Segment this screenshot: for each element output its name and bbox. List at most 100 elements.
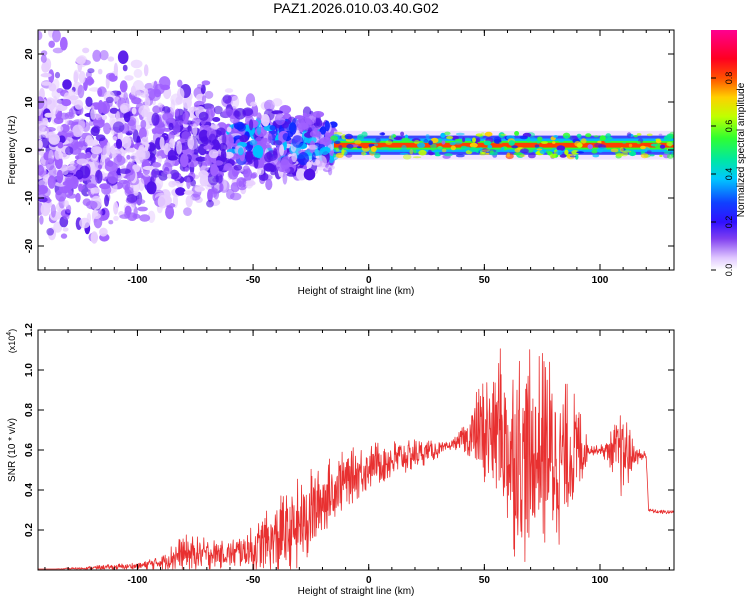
spectrogram-cell	[249, 119, 254, 131]
spectrogram-cell	[234, 108, 246, 120]
spectrogram-cell	[174, 109, 180, 117]
spectrogram-cell	[182, 112, 190, 123]
spectrogram-cell	[151, 168, 161, 178]
spectrogram-cell	[513, 152, 523, 156]
spectrogram-cell	[559, 154, 567, 158]
spectrogram-cell	[304, 113, 317, 125]
spectrogram-cell	[92, 49, 102, 62]
spectrogram-cell	[315, 155, 327, 168]
spectrogram-cell	[569, 135, 579, 141]
spectrogram-cell	[141, 108, 149, 118]
spectrogram-cell	[649, 154, 655, 157]
spectrogram-band	[334, 142, 674, 148]
spectrogram-cell	[52, 47, 64, 54]
spectrogram-cell	[450, 145, 456, 151]
spectrogram-cell	[537, 136, 543, 141]
spectrogram-cell	[157, 155, 163, 164]
spectrogram-cell	[628, 151, 637, 157]
spectrogram-cell	[233, 121, 245, 130]
spectrogram-cell	[63, 200, 69, 207]
x-tick-label: 0	[366, 575, 372, 586]
spectrogram-cell	[534, 144, 540, 148]
colorbar-gradient	[711, 30, 737, 270]
spectrogram-cell	[87, 174, 98, 188]
spectrogram-cell	[319, 126, 327, 135]
spectrogram-cell	[182, 96, 192, 109]
spectrogram-cell	[75, 192, 81, 203]
spectrogram-cell	[265, 178, 273, 191]
spectrogram-cell	[335, 152, 344, 158]
spectrogram-cell	[428, 140, 433, 146]
spectrogram-cell	[418, 149, 427, 156]
spectrogram-cell	[591, 149, 598, 154]
spectrogram-cell	[380, 146, 390, 149]
spectrogram-cell	[119, 80, 128, 93]
spectrogram-cell	[361, 143, 370, 149]
spectrogram-cell	[140, 119, 147, 129]
spectrogram-cell	[62, 79, 72, 90]
spectrogram-cell	[280, 156, 293, 169]
y-tick-label: 0.2	[24, 523, 35, 537]
spectrogram-cell	[393, 136, 403, 140]
spectrogram-cell	[130, 59, 143, 69]
spectrogram-cell	[289, 122, 297, 135]
spectrogram-cell	[199, 174, 209, 187]
spectrogram-cell	[341, 149, 345, 156]
spectrogram-cell	[139, 92, 150, 98]
spectrogram-cell	[143, 64, 149, 77]
colorbar-ticks: 0.0 0.2 0.4 0.6 0.8	[711, 72, 734, 276]
spectrogram-cell	[178, 120, 184, 126]
spectrogram-cell	[213, 105, 223, 115]
spectrogram-cell	[636, 141, 641, 145]
spectrogram-cell	[122, 136, 132, 149]
spectrogram-cell	[472, 137, 476, 143]
spectrogram-cell	[65, 146, 74, 156]
spectrogram-cell	[243, 168, 253, 182]
spectrogram-cell	[545, 150, 551, 154]
spectrogram-cell	[52, 98, 63, 108]
spectrogram-cell	[75, 140, 88, 151]
spectrogram-cell	[157, 102, 163, 108]
spectrogram-cell	[131, 107, 137, 115]
spectrogram-cell	[575, 154, 579, 160]
spectrogram-cell	[210, 163, 219, 177]
spectrogram-cell	[103, 122, 111, 135]
spectrogram-cell	[356, 146, 362, 149]
spectrogram-cell	[666, 153, 674, 159]
spectrogram-cell	[655, 138, 661, 141]
spectrogram-cell	[138, 127, 147, 140]
colorbar-tick-label: 0.4	[724, 168, 734, 181]
spectrogram-cell	[222, 133, 227, 146]
spectrogram-cell	[204, 90, 214, 99]
spectrogram-cell	[88, 161, 101, 171]
spectrogram-cell	[111, 151, 117, 159]
spectrogram-cell	[152, 161, 162, 168]
spectrogram-cell	[89, 120, 94, 127]
spectrogram-cell	[42, 187, 51, 197]
spectrogram-cell	[170, 93, 182, 106]
spectrogram-cell	[212, 117, 221, 122]
spectrogram-cell	[206, 199, 214, 208]
spectrogram-cell	[87, 139, 99, 147]
spectrogram-cell	[430, 148, 435, 151]
spectrogram-cell	[597, 140, 602, 144]
spectrogram-cell	[236, 177, 247, 188]
spectrogram-cell	[628, 143, 633, 148]
spectrogram-cell	[460, 145, 468, 150]
spectrogram-cell	[253, 157, 259, 169]
spectrogram-cell	[324, 120, 330, 132]
spectrogram-cell	[500, 147, 505, 151]
spectrogram-cell	[63, 214, 70, 220]
spectrogram-cell	[87, 68, 95, 74]
spectrogram-cell	[78, 71, 86, 84]
x-tick-label: 50	[479, 575, 491, 586]
spectrogram-cell	[585, 133, 592, 138]
spectrogram-cell	[436, 146, 444, 150]
spectrogram-cell	[400, 131, 405, 136]
snr-plot: -100 -50 0 50 100 0.2 0.4 0.6 0.8 1.0 1.2 Height o…	[6, 323, 675, 597]
spectrogram-cell	[282, 133, 290, 141]
spectrogram-cell	[82, 47, 90, 54]
spectrogram-cell	[99, 227, 108, 237]
spectrogram-cell	[412, 156, 422, 159]
spectrogram-cell	[66, 193, 77, 199]
